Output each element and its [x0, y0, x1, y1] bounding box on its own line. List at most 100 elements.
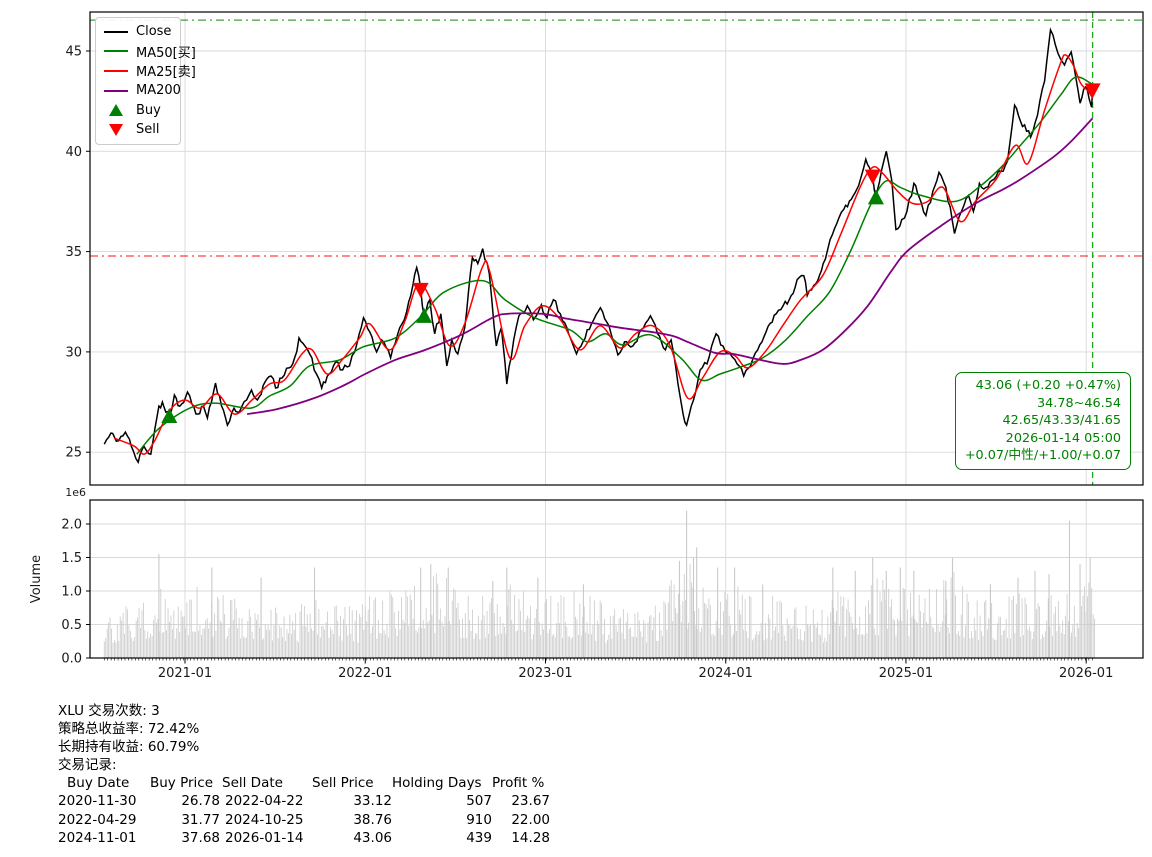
- ma50-line: [136, 76, 1093, 455]
- volume-bar: [882, 579, 884, 658]
- volume-spike-bar: [1089, 557, 1091, 658]
- volume-bar: [393, 612, 395, 658]
- volume-bar: [941, 621, 943, 658]
- volume-bar: [870, 585, 872, 658]
- volume-bar: [337, 620, 339, 658]
- volume-bar: [866, 633, 868, 658]
- volume-spike-bar: [313, 567, 316, 658]
- volume-bar: [694, 611, 695, 658]
- volume-bar: [230, 599, 231, 658]
- volume-bar: [1065, 615, 1067, 658]
- volume-bar: [978, 640, 980, 658]
- volume-bar: [765, 622, 766, 658]
- volume-offset-label: 1e6: [65, 486, 86, 499]
- volume-bar: [169, 621, 170, 658]
- volume-bar: [295, 612, 297, 658]
- volume-bar: [517, 630, 518, 658]
- chart-canvas: 25 30 35 40 45 0.0 0.5 1.0 1.5 2.0 2021-01 2022-01 2…: [29, 11, 1144, 681]
- volume-bars: [103, 510, 1096, 658]
- legend-label: Sell: [136, 122, 160, 138]
- volume-bar: [743, 629, 745, 658]
- volume-spike-bar: [678, 560, 681, 658]
- volume-bar: [905, 624, 907, 658]
- volume-bar: [250, 616, 252, 658]
- volume-bar: [772, 595, 774, 658]
- volume-bar: [615, 625, 617, 658]
- volume-bar: [511, 619, 513, 658]
- volume-bar: [237, 627, 239, 658]
- volume-bar: [741, 594, 743, 658]
- volume-bar: [557, 602, 559, 658]
- volume-bar: [795, 607, 797, 658]
- volume-bar: [518, 599, 520, 658]
- volume-spike-bar: [696, 547, 698, 658]
- legend-item-sell: Sell: [103, 120, 173, 140]
- volume-spike-bar: [913, 570, 915, 658]
- volume-bar: [1092, 614, 1094, 658]
- volume-bar: [608, 634, 610, 658]
- volume-bar: [634, 613, 636, 658]
- volume-bar: [441, 622, 443, 658]
- volume-bar: [221, 623, 223, 658]
- volume-bar: [689, 564, 691, 658]
- volume-bar: [501, 633, 502, 658]
- volume-bar: [144, 629, 146, 658]
- volume-bar: [563, 596, 565, 658]
- volume-ytick-label: 1.0: [61, 585, 82, 600]
- volume-bar: [830, 612, 832, 658]
- legend-item-ma50: MA50[买]: [103, 42, 196, 62]
- volume-bar: [596, 620, 598, 658]
- volume-bar: [489, 602, 491, 658]
- volume-bar: [678, 593, 679, 658]
- volume-bar: [533, 634, 534, 658]
- volume-bar: [791, 628, 792, 658]
- volume-bar: [956, 634, 958, 658]
- volume-bar: [118, 640, 120, 658]
- volume-bar: [1049, 626, 1051, 658]
- volume-bar: [968, 601, 969, 658]
- volume-bar: [522, 591, 524, 658]
- volume-bar: [1036, 609, 1038, 658]
- volume-bar: [997, 623, 998, 658]
- volume-bar: [243, 636, 244, 658]
- volume-bar: [972, 637, 974, 658]
- volume-bar: [801, 639, 803, 658]
- price-ytick-label: 45: [65, 45, 82, 60]
- volume-bar: [973, 617, 975, 658]
- volume-bar: [647, 622, 649, 658]
- volume-bar: [370, 633, 372, 658]
- volume-bar: [737, 586, 739, 658]
- volume-bar: [251, 631, 253, 658]
- volume-bar: [646, 642, 647, 658]
- volume-bar: [963, 637, 965, 658]
- volume-bar: [172, 629, 173, 658]
- volume-bar: [585, 632, 587, 658]
- volume-bar: [544, 602, 546, 658]
- volume-bar: [296, 640, 298, 658]
- volume-bar: [955, 595, 956, 658]
- volume-bar: [1088, 582, 1090, 658]
- volume-bar: [409, 594, 411, 658]
- volume-bar: [380, 633, 382, 658]
- volume-bar: [892, 619, 894, 658]
- volume-bar: [1091, 587, 1093, 658]
- volume-bar: [166, 630, 168, 658]
- volume-bar: [327, 611, 328, 658]
- volume-bar: [376, 638, 378, 658]
- volume-bar: [804, 631, 806, 658]
- volume-bar: [321, 625, 323, 658]
- volume-bar: [1043, 636, 1045, 658]
- volume-bar: [640, 631, 642, 658]
- volume-bar: [930, 616, 932, 658]
- volume-bar: [1076, 623, 1078, 658]
- buy-marker: [867, 189, 884, 205]
- volume-bar: [630, 627, 632, 658]
- volume-bar: [225, 638, 227, 658]
- trade-table-row-cell: 43.06: [353, 829, 392, 846]
- volume-bar: [953, 572, 955, 658]
- volume-bar: [792, 626, 794, 658]
- volume-bar: [831, 600, 833, 658]
- volume-bar: [290, 634, 292, 658]
- volume-bar: [789, 625, 791, 658]
- volume-bar: [556, 623, 558, 658]
